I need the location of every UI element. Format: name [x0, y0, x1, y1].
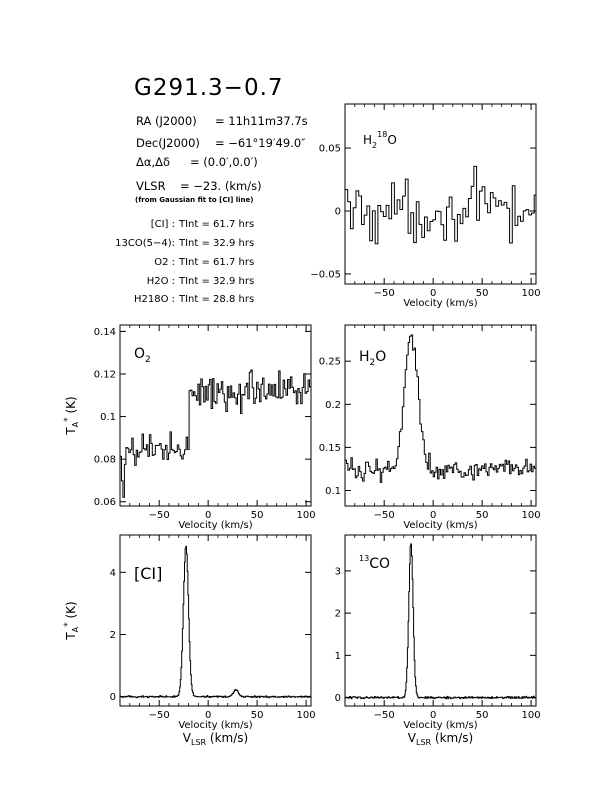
- y-tick-label: 0.15: [319, 443, 341, 454]
- x-tick-label: −50: [149, 510, 170, 521]
- y-tick-label: 0.05: [319, 144, 341, 155]
- int-time-h2o-line: H2O :: [147, 276, 175, 287]
- panel-frame: [119, 534, 312, 707]
- y-tick-label: 1: [335, 651, 341, 662]
- x-axis-title: Velocity (km/s): [178, 520, 252, 531]
- x-tick-label: 0: [430, 288, 436, 299]
- vlsr-label: VLSR: [136, 179, 166, 193]
- x-tick-label: 100: [522, 510, 541, 521]
- int-time-o2-line: O2 :: [154, 257, 175, 268]
- ra-label: RA (J2000): [136, 114, 197, 128]
- panel-h2-18o: −50 0 50 100 −0.05 0 0.05 Velocity (km/s) H218O: [310, 103, 541, 309]
- x-axis-title: Velocity (km/s): [178, 720, 252, 731]
- x-tick-label: 0: [205, 510, 211, 521]
- x-tick-label: −50: [374, 288, 395, 299]
- panel-frame: [119, 324, 312, 507]
- y-tick-label: 0.2: [325, 400, 341, 411]
- int-time-h218o-value: TInt = 28.8 hrs: [178, 294, 254, 305]
- y-tick-label: 0: [335, 206, 341, 217]
- source-header: G291.3−0.7 RA (J2000) = 11h11m37.7s Dec(…: [115, 75, 308, 305]
- panel-13co: −50 0 50 100 0 1 2 3 Velocity (km/s)VLSR (km/s) 1…: [335, 534, 541, 747]
- x-tick-label: 50: [476, 288, 489, 299]
- panel-frame: [344, 534, 537, 707]
- y-tick-label: 0: [110, 692, 116, 703]
- y-tick-label: 0.06: [94, 497, 116, 508]
- int-time-h2o-value: TInt = 32.9 hrs: [178, 276, 254, 287]
- panel-line-label: 13CO: [359, 554, 390, 572]
- x-tick-label: 50: [476, 510, 489, 521]
- int-time-ci-value: TInt = 61.7 hrs: [178, 219, 254, 230]
- spectrum-trace: [345, 543, 536, 700]
- spectrum-trace: [120, 545, 311, 699]
- x-axis-title: Velocity (km/s): [403, 720, 477, 731]
- int-time-h218o-line: H218O :: [134, 294, 175, 305]
- x-tick-label: 50: [251, 510, 264, 521]
- panel-line-label: H2O: [359, 349, 386, 368]
- y-tick-label: −0.05: [310, 269, 341, 280]
- y-tick-label: 2: [335, 609, 341, 620]
- panel-line-label: H218O: [363, 130, 397, 150]
- offset-label: Δα,Δδ: [136, 155, 170, 169]
- offset-value: = (0.0′,0.0′): [190, 155, 258, 169]
- x-axis-title-vlsr: VLSR (km/s): [408, 731, 473, 747]
- y-tick-label: 0.14: [94, 327, 116, 338]
- y-tick-label: 4: [110, 568, 116, 579]
- x-tick-label: 100: [522, 288, 541, 299]
- x-tick-label: 50: [251, 710, 264, 721]
- int-time-ci-line: [CI] :: [151, 219, 175, 230]
- y-axis-title: TA* (K): [63, 601, 80, 640]
- dec-label: Dec(J2000): [136, 136, 200, 150]
- x-tick-label: 0: [430, 710, 436, 721]
- panel-ci: −50 0 50 100 0 2 4 Velocity (km/s)VLSR (km/s) TA…: [63, 534, 316, 747]
- source-name: G291.3−0.7: [134, 75, 284, 101]
- x-tick-label: 100: [297, 510, 316, 521]
- y-tick-label: 0.1: [325, 486, 341, 497]
- vlsr-value: = −23. (km/s): [180, 179, 262, 193]
- x-axis-title: Velocity (km/s): [403, 520, 477, 531]
- x-axis-title: Velocity (km/s): [403, 298, 477, 309]
- x-tick-label: 50: [476, 710, 489, 721]
- panel-frame: [344, 103, 537, 285]
- spectrum-trace: [120, 369, 311, 498]
- spectrum-trace: [345, 165, 536, 245]
- x-tick-label: 0: [205, 710, 211, 721]
- x-tick-label: 100: [522, 710, 541, 721]
- int-time-o2-value: TInt = 61.7 hrs: [178, 257, 254, 268]
- x-axis-title-vlsr: VLSR (km/s): [183, 731, 248, 747]
- panel-frame: [344, 324, 537, 507]
- int-time-13co-value: TInt = 32.9 hrs: [178, 238, 254, 249]
- int-time-13co-line: 13CO(5−4):: [115, 238, 175, 249]
- y-tick-label: 3: [335, 566, 341, 577]
- panel-o2: −50 0 50 100 0.06 0.08 0.1 0.12 0.14 Velocity (km…: [63, 324, 316, 531]
- y-tick-label: 0.25: [319, 357, 341, 368]
- x-tick-label: −50: [149, 710, 170, 721]
- y-tick-label: 0.08: [94, 455, 116, 466]
- spectrum-trace: [345, 334, 536, 483]
- y-tick-label: 2: [110, 630, 116, 641]
- panel-line-label: [CI]: [134, 564, 162, 583]
- x-tick-label: −50: [374, 510, 395, 521]
- x-tick-label: −50: [374, 710, 395, 721]
- y-tick-label: 0.1: [100, 412, 116, 423]
- dec-value: = −61°19′49.0″: [215, 136, 306, 150]
- x-tick-label: 0: [430, 510, 436, 521]
- y-axis-title: TA* (K): [63, 396, 80, 435]
- x-tick-label: 100: [297, 710, 316, 721]
- panel-line-label: O2: [134, 346, 151, 365]
- panel-h2o: −50 0 50 100 0.1 0.15 0.2 0.25 Velocity (km/s) H2…: [319, 324, 541, 531]
- vlsr-note: (from Gaussian fit to [CI] line): [135, 196, 253, 204]
- y-tick-label: 0: [335, 693, 341, 704]
- ra-value: = 11h11m37.7s: [215, 114, 308, 128]
- y-tick-label: 0.12: [94, 369, 116, 380]
